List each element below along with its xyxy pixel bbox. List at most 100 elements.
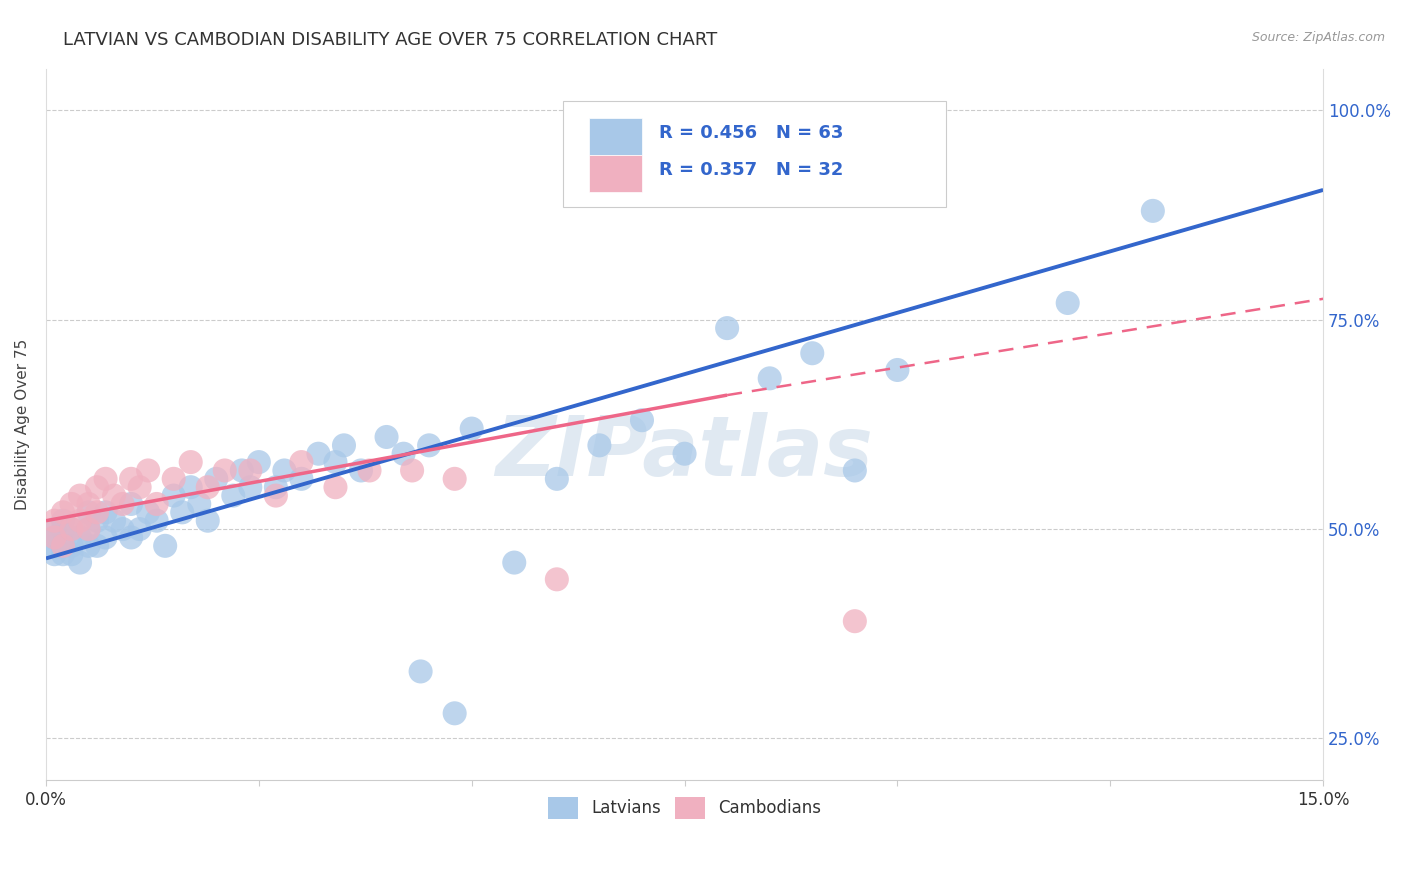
Point — [197, 514, 219, 528]
Point — [231, 463, 253, 477]
Point — [273, 463, 295, 477]
FancyBboxPatch shape — [564, 101, 946, 207]
Point — [77, 522, 100, 536]
Point — [205, 472, 228, 486]
Point — [325, 455, 347, 469]
Point — [546, 472, 568, 486]
Point — [197, 480, 219, 494]
Point — [844, 463, 866, 477]
Text: ZIPatlas: ZIPatlas — [496, 412, 873, 493]
Point — [111, 522, 134, 536]
FancyBboxPatch shape — [589, 155, 643, 193]
Point — [136, 463, 159, 477]
Point — [69, 489, 91, 503]
Point — [359, 463, 381, 477]
Point — [392, 447, 415, 461]
Point — [94, 531, 117, 545]
Point — [172, 505, 194, 519]
Point — [163, 472, 186, 486]
Point — [247, 455, 270, 469]
Point — [886, 363, 908, 377]
Point — [86, 514, 108, 528]
Point — [290, 455, 312, 469]
Point — [60, 522, 83, 536]
Point — [44, 522, 66, 536]
Point — [163, 489, 186, 503]
Text: R = 0.357   N = 32: R = 0.357 N = 32 — [659, 161, 844, 179]
Point — [145, 514, 167, 528]
Point — [180, 480, 202, 494]
Point — [120, 531, 142, 545]
Point — [673, 447, 696, 461]
Point — [801, 346, 824, 360]
Point — [375, 430, 398, 444]
Point — [460, 421, 482, 435]
Point — [1142, 203, 1164, 218]
Point — [77, 497, 100, 511]
Y-axis label: Disability Age Over 75: Disability Age Over 75 — [15, 339, 30, 510]
Point — [44, 547, 66, 561]
Point — [1056, 296, 1078, 310]
Point — [52, 547, 75, 561]
Point — [136, 505, 159, 519]
Point — [44, 531, 66, 545]
Point — [264, 489, 287, 503]
Point — [60, 497, 83, 511]
Point — [86, 505, 108, 519]
Point — [69, 531, 91, 545]
Point — [188, 497, 211, 511]
Text: R = 0.456   N = 63: R = 0.456 N = 63 — [659, 124, 844, 142]
Point — [180, 455, 202, 469]
Point — [222, 489, 245, 503]
Point — [52, 539, 75, 553]
Point — [60, 539, 83, 553]
Point — [128, 480, 150, 494]
Point — [503, 556, 526, 570]
Text: LATVIAN VS CAMBODIAN DISABILITY AGE OVER 75 CORRELATION CHART: LATVIAN VS CAMBODIAN DISABILITY AGE OVER… — [63, 31, 717, 49]
Point — [44, 514, 66, 528]
Point — [60, 547, 83, 561]
Point — [631, 413, 654, 427]
Point — [546, 572, 568, 586]
Point — [69, 514, 91, 528]
Point — [409, 665, 432, 679]
Point — [307, 447, 329, 461]
Point — [69, 556, 91, 570]
Point — [86, 539, 108, 553]
Point — [86, 480, 108, 494]
Text: Source: ZipAtlas.com: Source: ZipAtlas.com — [1251, 31, 1385, 45]
Point — [128, 522, 150, 536]
Point — [44, 531, 66, 545]
Point — [77, 539, 100, 553]
Point — [418, 438, 440, 452]
Point — [120, 497, 142, 511]
Point — [94, 505, 117, 519]
Point — [52, 514, 75, 528]
Point — [145, 497, 167, 511]
Point — [103, 514, 125, 528]
Point — [103, 489, 125, 503]
Point — [758, 371, 780, 385]
Point — [153, 539, 176, 553]
Point — [325, 480, 347, 494]
Point — [44, 539, 66, 553]
Point — [401, 463, 423, 477]
Point — [844, 614, 866, 628]
Point — [60, 522, 83, 536]
Point — [120, 472, 142, 486]
Point — [239, 463, 262, 477]
Point — [77, 522, 100, 536]
Point — [52, 539, 75, 553]
Point — [716, 321, 738, 335]
Point — [77, 505, 100, 519]
Point — [111, 497, 134, 511]
Legend: Latvians, Cambodians: Latvians, Cambodians — [541, 790, 828, 825]
Point — [290, 472, 312, 486]
Point — [94, 472, 117, 486]
Point — [52, 505, 75, 519]
Point — [350, 463, 373, 477]
Point — [588, 438, 610, 452]
Point — [52, 522, 75, 536]
Point — [443, 472, 465, 486]
Point — [264, 480, 287, 494]
